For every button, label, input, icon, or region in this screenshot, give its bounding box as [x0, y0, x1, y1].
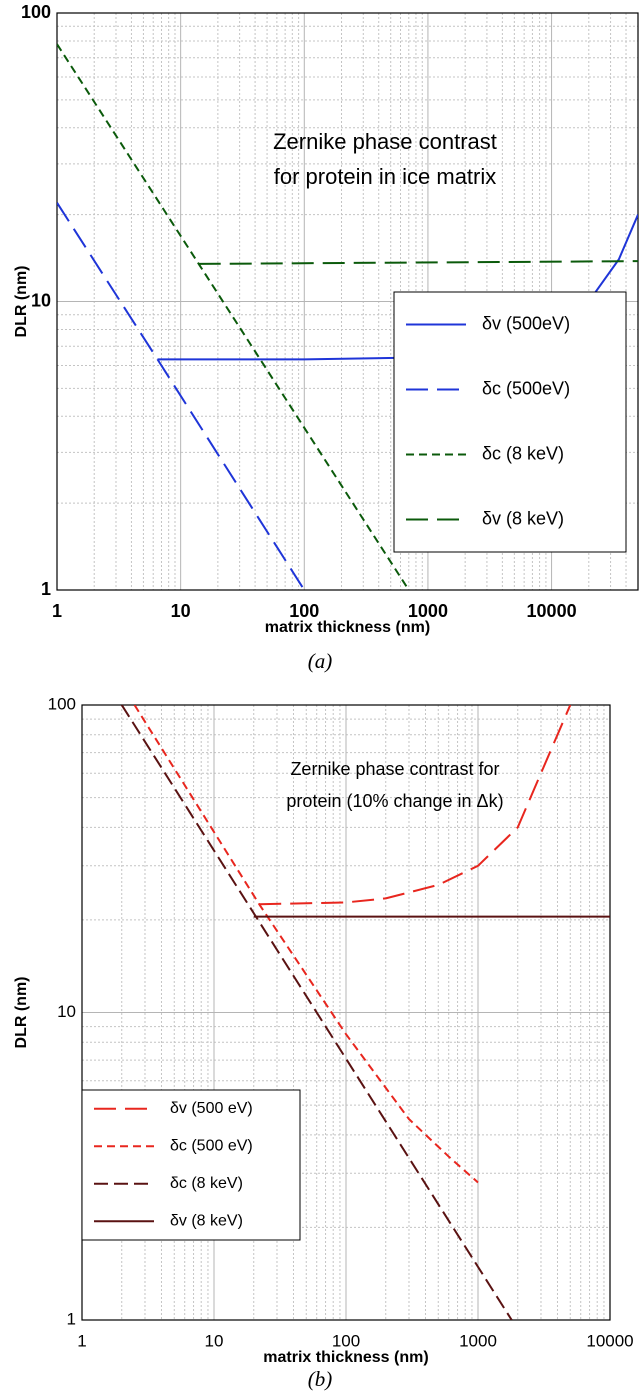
x-tick-label: 1: [77, 1331, 86, 1350]
legend-label: δc (500eV): [482, 378, 570, 398]
annotation: Zernike phase contrast for: [290, 759, 499, 779]
y-tick-label: 1: [41, 579, 51, 599]
caption: (b): [308, 1367, 333, 1391]
annotation: Zernike phase contrast: [273, 129, 497, 154]
series-line: [120, 705, 513, 1320]
plot-frame: [56, 12, 639, 591]
legend-label: δc (8 keV): [170, 1175, 243, 1192]
x-tick-label: 1000: [459, 1331, 497, 1350]
y-axis-label: DLR (nm): [13, 266, 30, 338]
legend-label: δv (8 keV): [170, 1212, 243, 1229]
legend-box: [81, 1089, 301, 1241]
series-line: [57, 202, 306, 590]
x-tick-label: 10000: [527, 601, 577, 621]
y-axis-label: DLR (nm): [13, 977, 30, 1049]
chart: 1 10 100 1000 10000 1 10 100 Zernike phase contr…: [13, 2, 639, 673]
series-line: [57, 43, 410, 590]
annotation: protein (10% change in Δk): [286, 791, 503, 811]
legend-label: δv (500eV): [482, 313, 570, 333]
annotation: for protein in ice matrix: [274, 164, 497, 189]
x-tick-label: 10: [205, 1331, 224, 1350]
legend-label: δv (500 eV): [170, 1100, 253, 1117]
plot-frame: [81, 704, 611, 1321]
x-tick-label: 100: [289, 601, 319, 621]
legend-label: δv (8 keV): [482, 508, 564, 528]
x-tick-label: 100: [332, 1331, 360, 1350]
y-tick-label: 100: [48, 694, 76, 713]
y-tick-label: 10: [31, 290, 51, 310]
series-line: [259, 705, 572, 906]
series-line: [198, 260, 638, 265]
series-line: [133, 705, 479, 1184]
x-tick-label: 10000: [586, 1331, 633, 1350]
legend-label: δc (8 keV): [482, 443, 564, 463]
caption: (a): [308, 649, 333, 673]
x-axis-label: matrix thickness (nm): [263, 1349, 428, 1366]
legend-box: [393, 291, 627, 553]
x-axis-label: matrix thickness (nm): [265, 619, 430, 636]
legend-label: δc (500 eV): [170, 1137, 253, 1154]
y-tick-label: 1: [67, 1309, 76, 1328]
x-tick-label: 10: [171, 601, 191, 621]
x-tick-label: 1000: [408, 601, 448, 621]
y-tick-label: 100: [21, 2, 51, 22]
y-tick-label: 10: [57, 1002, 76, 1021]
chart: 1 10 100 1000 10000 1 10 100 Zernike phase contr…: [13, 694, 633, 1390]
x-tick-label: 1: [52, 601, 62, 621]
